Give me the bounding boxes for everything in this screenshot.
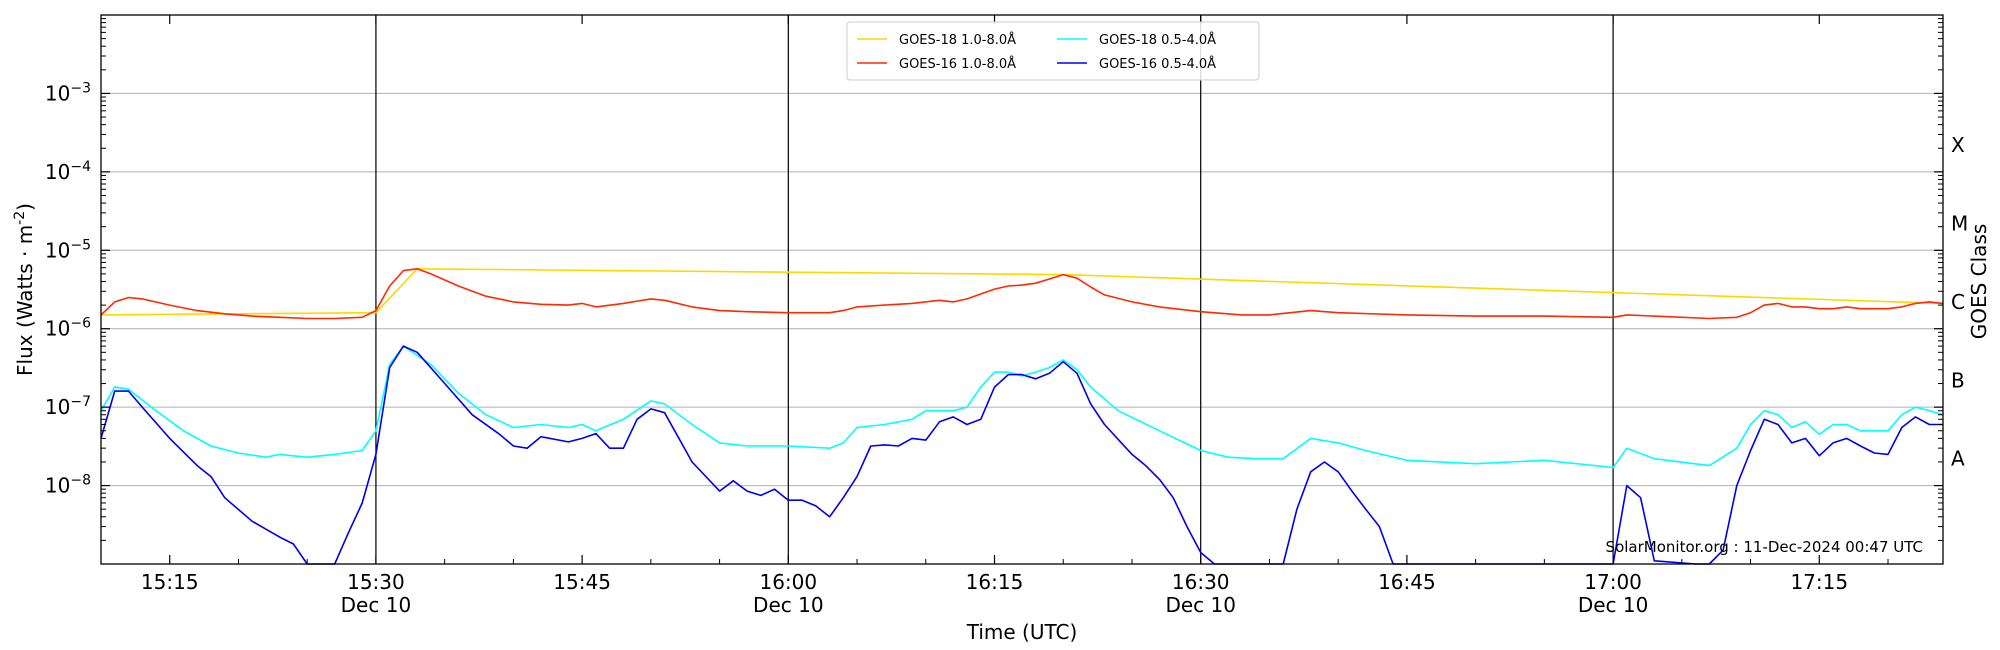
y-tick-label: 10−6 [45,316,91,341]
y-tick-label: 10−3 [45,80,91,105]
x-tick-label: 16:45 [1378,570,1436,594]
series-line-2 [100,267,1944,320]
source-timestamp-annotation: SolarMonitor.org : 11-Dec-2024 00:47 UTC [1606,538,1923,556]
y-tick-label: 10−4 [45,159,91,184]
goes-class-label: A [1951,447,1965,471]
goes-class-axis-title: GOES Class [1967,224,1991,340]
y-tick-exponent: −8 [70,473,91,489]
x-tick-label: 17:15 [1790,570,1848,594]
plot-frame [100,14,1944,565]
x-tick-date-label: Dec 10 [341,593,412,617]
flux-series [100,267,1944,565]
goes-class-labels: X M C B A [1951,133,1968,471]
y-tick-label: 10−8 [45,473,91,498]
y-axis-title-exponent: -2 [12,211,28,225]
y-axis-ticks: 10−310−410−510−610−710−8 [45,18,1943,541]
legend-box [846,21,1260,81]
y-tick-label: 10−5 [45,237,91,262]
y-tick-base: 10 [45,81,70,105]
legend-label: GOES-18 0.5-4.0Å [1099,32,1216,48]
legend-label: GOES-16 1.0-8.0Å [899,56,1016,72]
y-tick-exponent: −7 [70,394,91,410]
x-tick-label: 15:15 [141,570,199,594]
goes-class-label: X [1951,133,1965,157]
x-tick-label: 15:45 [553,570,611,594]
y-tick-base: 10 [45,474,70,498]
x-axis-title: Time (UTC) [966,620,1078,644]
legend: GOES-18 1.0-8.0Å GOES-16 1.0-8.0Å GOES-18 … [846,21,1260,81]
x-tick-label: 16:00 [759,570,817,594]
x-tick-label: 16:15 [966,570,1024,594]
y-axis-title-main: Flux (Watts · m [13,225,37,376]
goes-class-label: M [1951,211,1968,235]
y-axis-title: Flux (Watts · m-2) [12,203,37,376]
y-tick-exponent: −6 [70,316,91,332]
y-tick-base: 10 [45,160,70,184]
horizontal-grid [101,92,1943,487]
goes-class-label: C [1951,290,1965,314]
day-boundary-lines [375,15,1614,564]
series-line-3 [100,345,1944,469]
y-tick-label: 10−7 [45,394,91,419]
x-tick-label: 16:30 [1172,570,1230,594]
goes-class-label: B [1951,368,1965,392]
x-tick-date-label: Dec 10 [1165,593,1236,617]
legend-label: GOES-16 0.5-4.0Å [1099,56,1216,72]
y-tick-exponent: −3 [70,80,91,96]
x-tick-label: 17:00 [1584,570,1642,594]
y-tick-base: 10 [45,317,70,341]
x-tick-date-label: Dec 10 [1578,593,1649,617]
x-tick-label: 15:30 [347,570,405,594]
y-axis-title-close: ) [13,203,37,211]
series-line-4 [100,345,1943,565]
y-tick-exponent: −4 [70,159,91,175]
y-tick-base: 10 [45,238,70,262]
x-tick-date-label: Dec 10 [753,593,824,617]
y-tick-base: 10 [45,395,70,419]
legend-label: GOES-18 1.0-8.0Å [899,32,1016,48]
y-tick-exponent: −5 [70,237,91,253]
